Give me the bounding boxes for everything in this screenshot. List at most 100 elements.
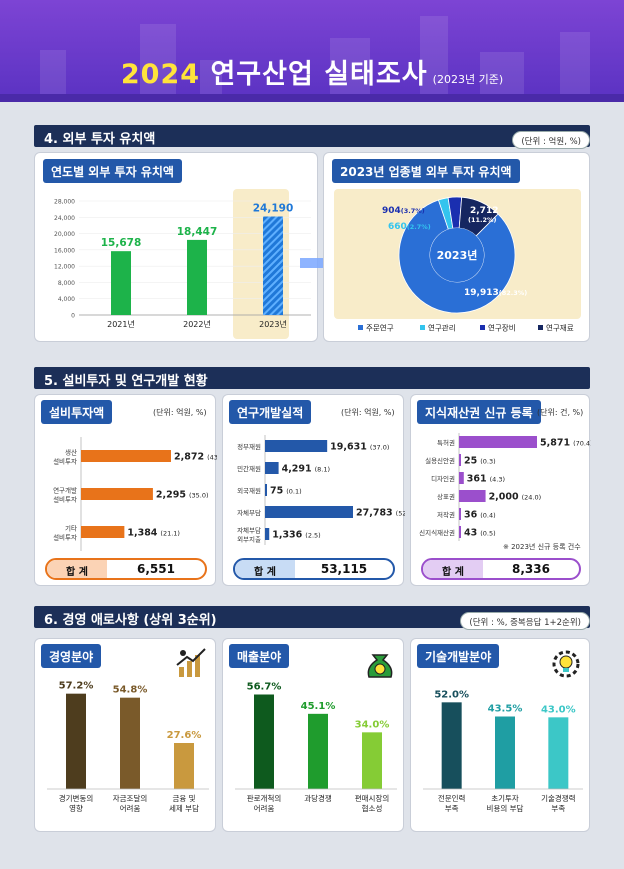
bar-value-label: 18,447 <box>177 226 218 238</box>
tech-card: 기술개발분야 52.0% 전문인력 부족 43.5% 초기투자 비용의 부담 43.0% 기술… <box>410 638 590 832</box>
gear-bulb-icon <box>552 650 580 678</box>
bar <box>265 440 328 452</box>
bar <box>120 697 140 789</box>
sector-card: 2023년 업종별 외부 투자 유치액 2023년 19,913(82.3%) 66… <box>323 152 590 342</box>
bar-value-label: 24,190 <box>253 203 294 215</box>
title-text: 연구산업 실태조사 <box>200 59 428 90</box>
bar-value-label: 361 (4.3) <box>467 474 505 485</box>
bar <box>265 506 353 518</box>
bar <box>81 450 171 462</box>
category-label: 부족 <box>445 804 459 813</box>
category-label: 디자인권 <box>431 474 455 483</box>
legend-label: 주문연구 <box>366 324 394 333</box>
bar-value-label: 57.2% <box>59 681 94 692</box>
ip-unit: (단위: 건, %) <box>537 408 584 417</box>
category-label: 편매시장의 <box>355 793 390 803</box>
category-label: 상표권 <box>437 492 455 501</box>
bar <box>81 488 153 500</box>
x-tick-label: 2021년 <box>107 319 135 329</box>
legend-swatch <box>480 325 485 330</box>
bar-value-label: 2,000 (24.0) <box>489 492 542 503</box>
building-shape <box>200 60 222 102</box>
category-label: 민간재원 <box>237 464 261 473</box>
sector-title: 2023년 업종별 외부 투자 유치액 <box>332 159 520 183</box>
bar-value-label: 15,678 <box>101 237 142 249</box>
pie-value-label: 19,913(82.3%) <box>464 288 527 298</box>
legend-swatch <box>420 325 425 330</box>
bar <box>81 526 125 538</box>
category-label: 저작권 <box>437 510 455 519</box>
bar-value-label: 75 (0.1) <box>270 486 302 497</box>
sales-title: 매출분야 <box>229 644 290 668</box>
y-tick-label: 16,000 <box>54 247 75 254</box>
bar-value-label: 52.0% <box>434 689 469 700</box>
bar-value-label: 36 (0.4) <box>464 510 496 521</box>
bar <box>187 239 207 315</box>
category-label: 세제 부담 <box>169 803 199 813</box>
category-label: 외부지출 <box>237 535 261 544</box>
bar-value-label: 4,291 (8.1) <box>282 464 330 475</box>
bar <box>263 216 283 315</box>
tech-title: 기술개발분야 <box>417 644 500 668</box>
legend-label: 연구관리 <box>428 323 456 333</box>
y-tick-label: 0 <box>71 313 75 320</box>
banner-strip <box>0 94 624 102</box>
section-6-label: 6. 경영 애로사항 (상위 3순위) <box>44 613 217 628</box>
x-tick-label: 2023년 <box>259 319 287 329</box>
bar-value-label: 25 (0.3) <box>464 456 496 467</box>
y-tick-label: 4,000 <box>58 296 75 303</box>
sector-chart: 2023년 19,913(82.3%) 660(2.7%) 904(3.7%) 2,71… <box>334 189 581 333</box>
building-shape <box>140 24 176 102</box>
category-label: 생산 <box>65 448 77 457</box>
bar <box>459 526 461 538</box>
bar-value-label: 2,872(43.8) <box>174 452 217 463</box>
facility-total: 합 계 6,551 <box>45 558 207 580</box>
legend-label: 연구장비 <box>488 323 516 333</box>
category-label: 연구개발 <box>53 486 77 495</box>
facility-unit: (단위: 억원, %) <box>153 408 207 417</box>
bar-value-label: 54.8% <box>113 685 148 696</box>
bar-value-label: 1,336 (2.5) <box>272 530 320 541</box>
bar <box>459 472 464 484</box>
bar <box>459 454 461 466</box>
bar <box>459 490 486 502</box>
legend-swatch <box>358 325 363 330</box>
category-label: 외국재원 <box>237 486 261 495</box>
ip-total: 합 계 8,336 <box>421 558 581 580</box>
rnd-total-label: 합 계 <box>235 560 295 578</box>
bar-value-label: 56.7% <box>247 682 282 693</box>
bar <box>548 717 569 789</box>
facility-chart: 생산설비투자2,872(43.8)연구개발설비투자2,295(35.0)기타설비… <box>53 437 217 551</box>
section-6-unit: (단위 : %, 중복응답 1+2순위) <box>460 612 590 630</box>
rnd-total: 합 계 53,115 <box>233 558 395 580</box>
title-year: 2024 <box>120 59 201 90</box>
bar <box>111 251 131 315</box>
y-tick-label: 8,000 <box>58 280 75 287</box>
pie-center-label: 2023년 <box>437 248 478 262</box>
section-4-header: 4. 외부 투자 유치액 <box>34 125 590 147</box>
money-bag-icon <box>367 654 393 678</box>
bar <box>265 462 279 474</box>
category-label: 특허권 <box>437 438 455 447</box>
bar <box>265 484 267 496</box>
bar-value-label: 19,631 (37.0) <box>330 442 389 453</box>
section-5-label: 5. 설비투자 및 연구개발 현황 <box>44 374 208 389</box>
rnd-title: 연구개발실적 <box>229 400 312 424</box>
rnd-card: 연구개발실적 (단위: 억원, %) 정부재원 19,631 (37.0) 민간재원 4… <box>222 394 405 586</box>
category-label: 자금조달의 <box>113 793 148 803</box>
category-label: 어려움 <box>120 803 141 813</box>
ip-chart: 특허권 5,871 (70.4) 실용신안권 25 (0.3) 디자인권 361 (4.3) 상표… <box>419 433 591 541</box>
section-4-label: 4. 외부 투자 유치액 <box>44 132 156 147</box>
category-label: 기술경쟁력 <box>541 793 576 803</box>
category-label: 자체부담 <box>237 508 261 517</box>
bar <box>459 436 537 448</box>
bar <box>459 508 461 520</box>
category-label: 자체부담 <box>237 526 261 535</box>
building-shape <box>420 16 448 102</box>
pie-slice <box>458 196 499 237</box>
pie-value-label: 660(2.7%) <box>388 222 431 232</box>
legend-label: 연구재료 <box>546 324 574 333</box>
sales-card: 매출분야 56.7% 판로개척의 어려움 45.1% 과당경쟁 34.0% 편매시장의 협소성 <box>222 638 404 832</box>
